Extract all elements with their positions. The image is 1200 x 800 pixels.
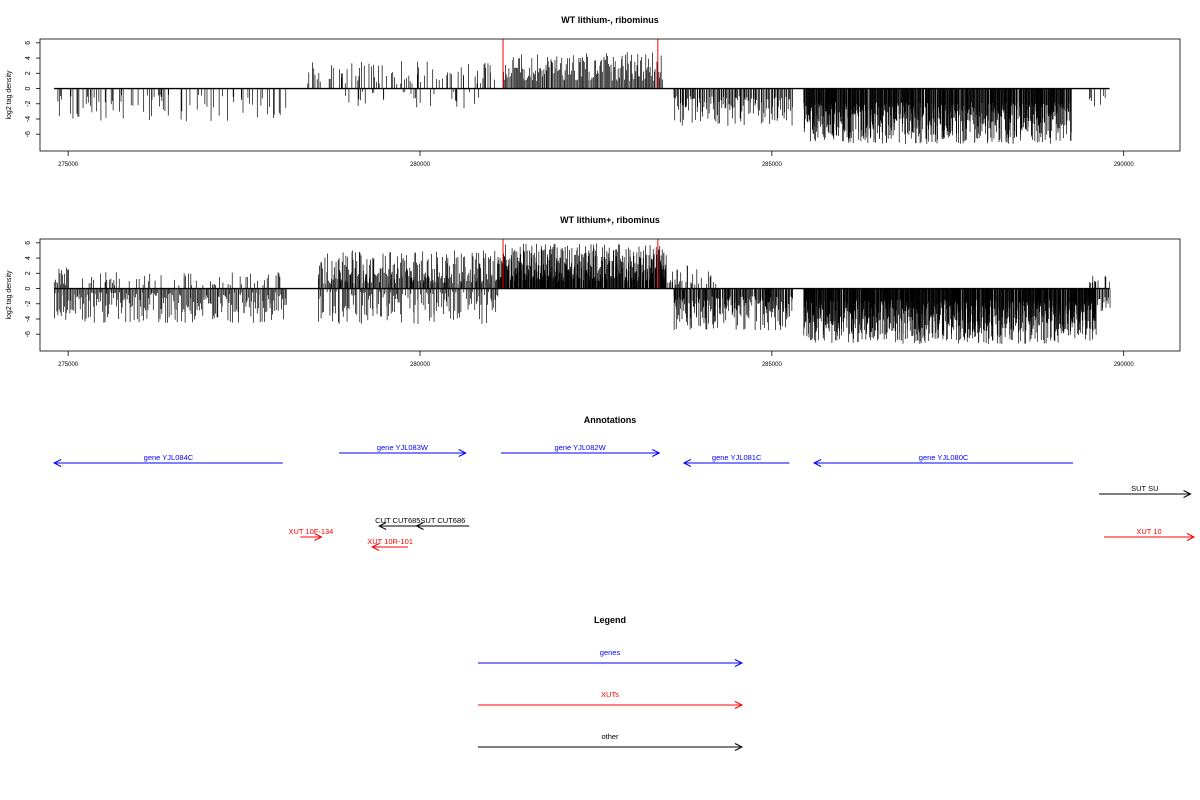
wt-lithium-plus-panel: WT lithium+, ribominus log2 tag density … [6,215,1181,368]
density-bars [53,243,1111,345]
annotation-feature: gene YJL081C [682,453,790,467]
feature-label: gene YJL080C [919,453,969,462]
feature-arrow-head [378,522,387,530]
annotation-feature: gene YJL080C [812,453,1074,467]
annotation-feature: gene YJL082W [500,443,661,457]
x-tick-label: 290000 [1114,162,1135,168]
y-axis-label: log2 tag density [6,270,13,320]
legend-arrow-head [734,743,744,751]
legend-entry: XUTs [478,690,744,709]
y-tick-label: -4 [25,316,32,322]
legend-title: Legend [594,615,626,625]
annotation-feature: XUT 10 [1104,527,1196,541]
y-tick-label: -4 [25,116,32,122]
panel-title: WT lithium+, ribominus [560,215,660,225]
y-tick-label: 0 [25,86,32,90]
feature-label: gene YJL082W [555,443,607,452]
annotation-feature: XUT 10R-101 [367,537,413,551]
feature-arrow-head [682,459,692,467]
x-tick-label: 285000 [762,162,783,168]
boundary-markers [502,39,659,89]
plot-frame [39,238,1181,352]
density-bars [57,52,1106,145]
feature-arrow-head [52,459,62,467]
boundary-markers [502,239,659,289]
annotation-feature: gene YJL084C [52,453,283,467]
feature-arrow-head [1186,533,1196,541]
feature-label: XUT 10R-101 [367,537,413,546]
y-tick-label: -6 [25,131,32,137]
feature-label: XUT 10 [1136,527,1161,536]
x-tick-label: 285000 [762,362,783,368]
annotations-title: Annotations [584,415,637,425]
annotation-feature: SUT SU [1099,484,1192,498]
x-axis: 275000 280000 285000 290000 [58,151,1134,168]
y-tick-label: -6 [25,331,32,337]
annotation-feature: XUT 10F-134 [288,527,333,541]
y-tick-label: 6 [25,41,32,45]
feature-arrow-head [812,459,822,467]
feature-arrow-head [652,449,661,457]
legend-arrow-head [734,701,744,709]
feature-label: gene YJL081C [712,453,762,462]
x-tick-label: 290000 [1114,362,1135,368]
annotation-features: gene YJL084C gene YJL083W gene YJL082W gene… [52,443,1196,551]
legend-panel: Legend genes XUTs other [478,615,744,751]
legend-entries: genes XUTs other [478,648,744,751]
annotation-feature: gene YJL083W [339,443,467,457]
y-tick-label: -2 [25,301,32,307]
panel-title: WT lithium-, ribominus [561,15,659,25]
legend-entry: genes [478,648,744,667]
y-tick-label: 4 [25,256,32,260]
y-tick-label: 4 [25,56,32,60]
feature-label: SUT SU [1131,484,1158,493]
feature-arrow-head [415,522,424,530]
annotation-feature: CUT CUT685 [375,516,420,530]
feature-label: gene YJL083W [377,443,429,452]
y-tick-label: -2 [25,101,32,107]
legend-label: XUTs [601,690,619,699]
legend-label: genes [600,648,621,657]
x-tick-label: 275000 [58,162,79,168]
feature-arrow-head [314,533,323,541]
x-tick-label: 280000 [410,162,431,168]
feature-label: gene YJL084C [144,453,194,462]
legend-arrow-head [734,659,744,667]
y-axis-label: log2 tag density [6,70,13,120]
feature-arrow-head [371,543,380,551]
y-axis: -6 -4 -2 0 2 4 6 [25,41,40,137]
feature-arrow-head [458,449,467,457]
legend-label: other [601,732,619,741]
x-tick-label: 275000 [58,362,79,368]
x-tick-label: 280000 [410,362,431,368]
feature-label: CUT CUT685 [375,516,420,525]
x-axis: 275000 280000 285000 290000 [58,351,1134,368]
y-tick-label: 2 [25,271,32,275]
annotation-feature: SUT CUT686 [415,516,470,530]
plot-frame [39,38,1181,152]
y-tick-label: 2 [25,71,32,75]
wt-lithium-minus-panel: WT lithium-, ribominus log2 tag density … [6,15,1181,168]
y-axis: -6 -4 -2 0 2 4 6 [25,241,40,337]
feature-label: XUT 10F-134 [288,527,333,536]
y-tick-label: 6 [25,241,32,245]
y-tick-label: 0 [25,286,32,290]
feature-arrow-head [1183,490,1192,498]
feature-label: SUT CUT686 [420,516,465,525]
legend-entry: other [478,732,744,751]
